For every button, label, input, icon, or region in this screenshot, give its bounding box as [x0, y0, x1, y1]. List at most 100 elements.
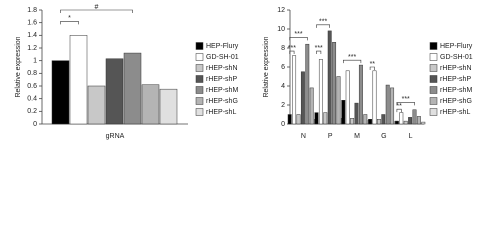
significance-bracket: [60, 21, 79, 25]
significance-bracket: [289, 37, 308, 41]
x-tick-label: N: [301, 133, 306, 140]
y-tick-label: 6: [281, 64, 285, 71]
bar: [358, 64, 363, 125]
legend-swatch: [429, 53, 438, 61]
bar: [323, 112, 328, 125]
y-axis-label: Relative expression: [15, 36, 22, 97]
bar: [314, 112, 319, 125]
significance-label: ***: [315, 45, 323, 52]
bar: [385, 84, 390, 125]
legend-label: GD-SH-01: [206, 54, 239, 61]
y-tick-label: 1.6: [27, 20, 37, 27]
legend-swatch: [195, 42, 204, 50]
bar: [412, 109, 417, 125]
bar: [368, 119, 373, 125]
x-tick-label: G: [381, 133, 386, 140]
bar: [421, 121, 426, 125]
bar: [354, 102, 359, 125]
legend-swatch: [195, 53, 204, 61]
bar: [399, 112, 404, 125]
legend-swatch: [195, 64, 204, 72]
significance-label: ***: [348, 54, 356, 61]
legend-label: rHEP-shP: [440, 76, 471, 83]
bar: [300, 71, 305, 125]
legend-swatch: [429, 108, 438, 116]
bar: [123, 52, 142, 125]
significance-bracket: [60, 9, 133, 13]
legend-label: GD-SH-01: [440, 54, 473, 61]
x-tick-label: gRNA: [106, 133, 125, 140]
y-tick-label: 0.2: [27, 108, 37, 115]
y-tick-label: 1.8: [27, 7, 37, 14]
legend-label: rHEP-shM: [206, 87, 238, 94]
legend-swatch: [195, 75, 204, 83]
y-tick-label: 2: [281, 102, 285, 109]
significance-bracket: [396, 108, 402, 113]
y-tick-label: 8: [281, 45, 285, 52]
y-tick-label: 0: [281, 121, 285, 128]
significance-label: ***: [319, 19, 327, 26]
bar: [403, 120, 408, 125]
bar: [309, 87, 314, 125]
significance-bracket: [289, 50, 295, 55]
bar: [105, 58, 124, 125]
legend-label: rHEP-shG: [206, 98, 238, 105]
x-tick-label: L: [409, 133, 413, 140]
bar: [372, 70, 377, 125]
x-tick-label: M: [354, 133, 360, 140]
significance-bracket: [316, 24, 330, 28]
bar: [345, 70, 350, 125]
bar: [363, 114, 368, 125]
bar: [318, 59, 323, 125]
y-tick-label: 10: [277, 26, 285, 33]
y-tick-label: 12: [277, 7, 285, 14]
bar: [327, 30, 332, 125]
significance-label: **: [370, 61, 376, 68]
legend-label: rHEP-shM: [440, 87, 472, 94]
bar: [381, 114, 386, 125]
y-tick-label: 0.8: [27, 70, 37, 77]
bar: [332, 42, 337, 125]
y-tick-label: 0.6: [27, 83, 37, 90]
legend-swatch: [195, 97, 204, 105]
y-axis-label: Relative expression: [263, 36, 270, 97]
significance-label: **: [396, 103, 402, 110]
bar: [350, 118, 355, 125]
bar: [394, 120, 399, 125]
x-tick-label: P: [328, 133, 333, 140]
legend-label: rHEP-shN: [206, 65, 238, 72]
significance-label: ***: [288, 45, 296, 52]
legend-swatch: [195, 86, 204, 94]
significance-label: #: [95, 4, 99, 11]
bar: [390, 87, 395, 125]
y-tick-label: 1.4: [27, 32, 37, 39]
legend-swatch: [429, 75, 438, 83]
figure: 0 0.2 0.4 0.6 0.8 1 1.2 1.4 1.6 1.8 Relative expre…: [15, 4, 473, 140]
bar: [87, 85, 106, 125]
legend-label: rHEP-shP: [206, 76, 237, 83]
significance-label: *: [68, 15, 71, 22]
legend-label: HEP-Flury: [440, 43, 473, 50]
significance-bracket: [343, 59, 362, 64]
legend-swatch: [429, 97, 438, 105]
significance-label: ***: [402, 96, 410, 103]
significance-bracket: [396, 102, 415, 106]
bar: [416, 116, 421, 125]
bar: [141, 84, 160, 125]
bar: [336, 76, 341, 125]
bar: [287, 114, 292, 125]
bar: [341, 100, 346, 125]
legend-swatch: [429, 64, 438, 72]
bar: [408, 117, 413, 125]
y-tick-label: 1: [33, 58, 37, 65]
bar: [51, 60, 70, 125]
legend-label: HEP-Flury: [206, 43, 239, 50]
significance-label: ***: [294, 31, 302, 38]
bar: [376, 119, 381, 125]
legend-label: rHEP-shN: [440, 65, 472, 72]
legend-label: rHEP-shL: [206, 109, 236, 116]
bar: [292, 55, 297, 125]
bar: [159, 88, 178, 125]
legend-swatch: [429, 86, 438, 94]
y-tick-label: 0: [33, 121, 37, 128]
